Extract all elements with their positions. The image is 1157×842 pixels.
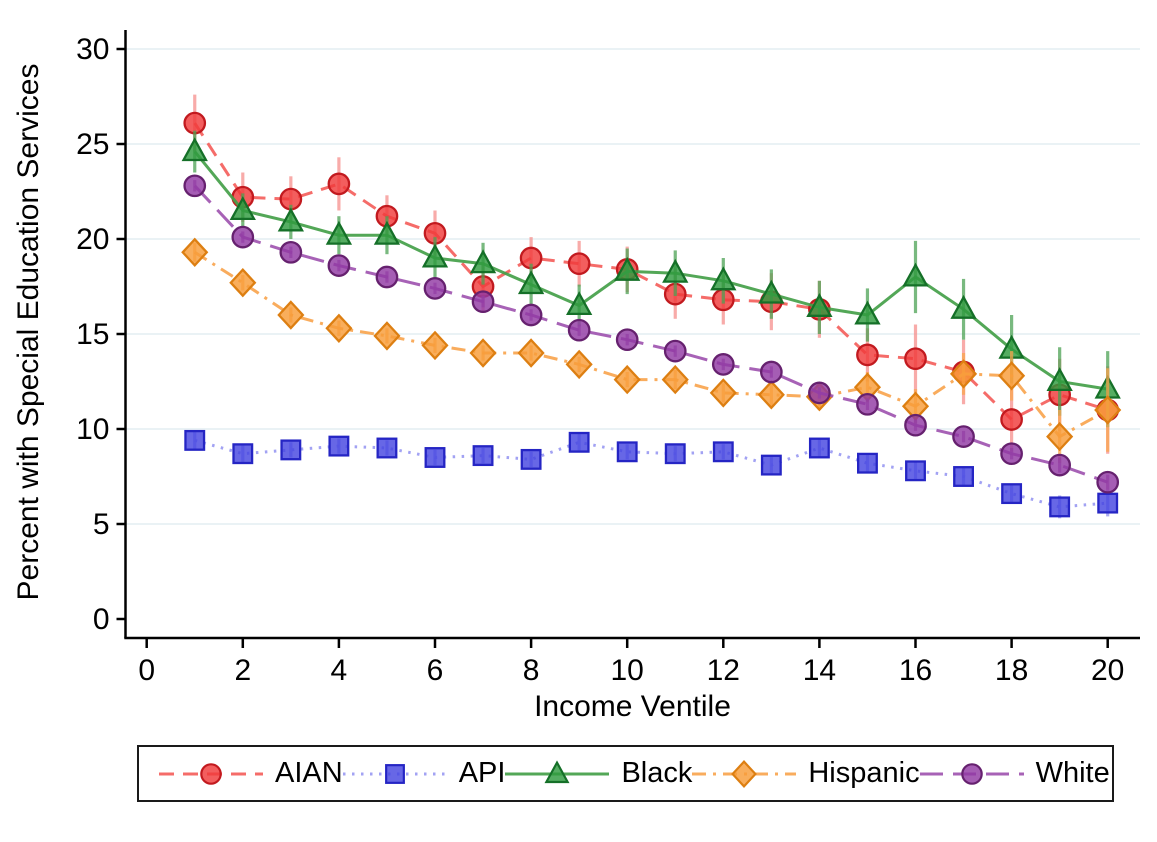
series-white (183, 174, 1120, 494)
y-tick-label: 25 (76, 128, 109, 161)
x-tick-label: 8 (523, 654, 540, 687)
y-tick-label: 30 (76, 33, 109, 66)
x-tick-label: 0 (138, 654, 155, 687)
y-tick-label: 5 (93, 508, 110, 541)
x-tick-label: 12 (707, 654, 740, 687)
x-tick-label: 16 (899, 654, 932, 687)
y-tick-label: 10 (76, 413, 109, 446)
legend-marker-api (342, 763, 447, 784)
y-tick-label: 0 (93, 603, 110, 636)
legend-item-black: Black (505, 757, 692, 791)
y-tick-label: 20 (76, 223, 109, 256)
legend-label-black: Black (621, 757, 693, 789)
legend-label-hispanic: Hispanic (808, 757, 920, 789)
x-axis-ticks: 0 2 4 6 8 10 12 14 16 18 20 (138, 638, 1124, 687)
plot-canvas: 0 5 10 15 20 25 30 0 2 4 6 8 10 12 14 16 18 20 (76, 30, 1140, 687)
series-api (184, 429, 1119, 519)
y-tick-label: 15 (76, 318, 109, 351)
series-hispanic (181, 237, 1122, 464)
x-tick-label: 6 (427, 654, 444, 687)
x-tick-label: 20 (1091, 654, 1124, 687)
legend-marker-aian (159, 762, 263, 785)
legend-item-api: API (342, 757, 506, 791)
legend-label-white: White (1035, 757, 1110, 789)
x-tick-label: 4 (331, 654, 348, 687)
legend-marker-hispanic (692, 759, 797, 788)
legend-marker-white (919, 762, 1024, 785)
legend-marker-black (505, 759, 610, 783)
x-tick-label: 14 (803, 654, 836, 687)
legend-item-aian: AIAN (159, 757, 343, 791)
y-axis-title: Percent with Special Education Services (12, 63, 45, 601)
legend-item-hispanic: Hispanic (692, 757, 920, 791)
x-tick-label: 2 (234, 654, 251, 687)
legend-label-api: API (458, 757, 506, 789)
x-axis-title: Income Ventile (534, 690, 731, 723)
x-tick-label: 18 (995, 654, 1028, 687)
legend-item-white: White (919, 757, 1110, 791)
y-axis-ticks: 0 5 10 15 20 25 30 (76, 33, 126, 636)
series-black (181, 130, 1121, 428)
series-aian (183, 94, 1120, 454)
legend: AIAN API Black Hispanic White (137, 745, 1114, 802)
legend-label-aian: AIAN (275, 757, 343, 789)
x-tick-label: 10 (611, 654, 644, 687)
